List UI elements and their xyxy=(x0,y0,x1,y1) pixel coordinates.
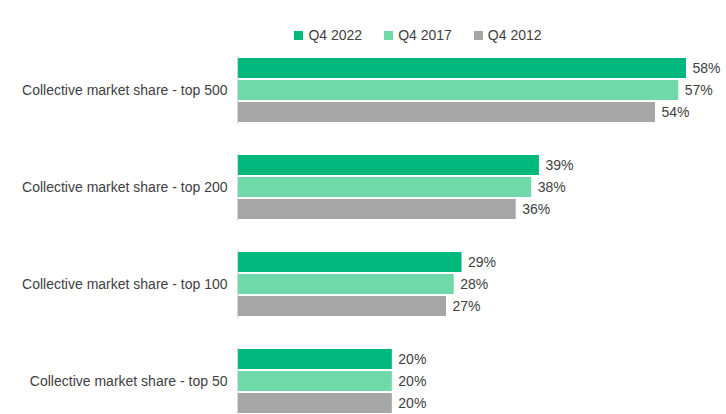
svg-text:Collective market share - top: Collective market share - top 500 xyxy=(22,82,228,98)
svg-text:54%: 54% xyxy=(662,104,690,120)
svg-text:20%: 20% xyxy=(398,351,426,367)
svg-text:38%: 38% xyxy=(538,179,566,195)
svg-text:57%: 57% xyxy=(685,82,713,98)
svg-text:20%: 20% xyxy=(398,395,426,411)
svg-text:27%: 27% xyxy=(453,298,481,314)
svg-text:28%: 28% xyxy=(460,276,488,292)
svg-text:58%: 58% xyxy=(693,60,721,76)
html-text:Q4 2012: Q4 2012 xyxy=(487,27,542,43)
svg-text:36%: 36% xyxy=(522,201,550,217)
svg-text:39%: 39% xyxy=(545,157,573,173)
svg-text:Collective market share - top: Collective market share - top 100 xyxy=(22,276,228,292)
html-text:Q4 2022: Q4 2022 xyxy=(308,27,363,43)
html-text:Q4 2017: Q4 2017 xyxy=(398,27,452,43)
svg-text:20%: 20% xyxy=(398,373,426,389)
svg-text:29%: 29% xyxy=(468,254,496,270)
svg-text:Collective market share - top: Collective market share - top 50 xyxy=(30,373,228,389)
svg-text:Collective market share - top: Collective market share - top 200 xyxy=(22,179,228,195)
